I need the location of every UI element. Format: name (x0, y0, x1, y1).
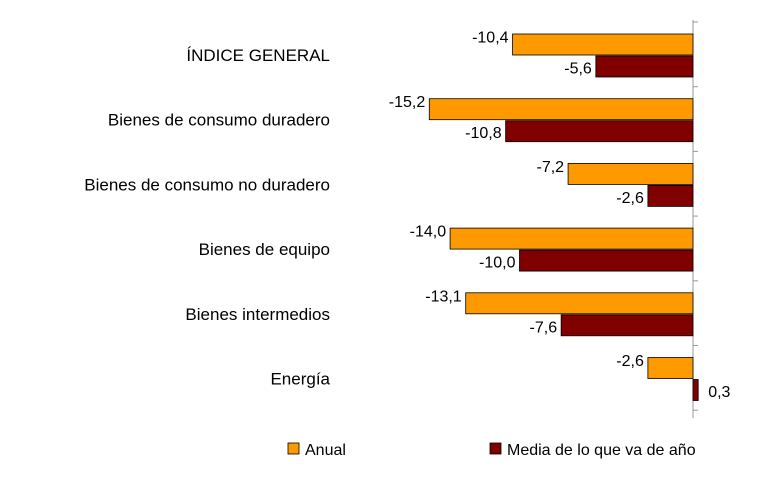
data-label: -13,1 (425, 288, 462, 305)
category-label: Energía (270, 370, 330, 389)
data-label: -2,6 (616, 353, 644, 370)
bar-media (560, 314, 694, 337)
bar-media (647, 184, 694, 207)
legend: Anual Media de lo que va de año (287, 442, 696, 459)
bars-layer (428, 33, 699, 401)
bar-media (519, 249, 694, 272)
data-label: -10,8 (465, 125, 502, 142)
bar-media (595, 55, 694, 78)
bar-anual (647, 357, 694, 379)
labels-layer: ÍNDICE GENERAL Bienes de consumo duradero… (84, 30, 730, 402)
data-label: -5,6 (564, 61, 592, 78)
data-label: 0,3 (708, 384, 730, 401)
bar-anual (428, 98, 694, 121)
bar-anual (512, 33, 694, 56)
category-label: Bienes de equipo (199, 240, 330, 259)
category-label: Bienes de consumo no duradero (84, 175, 330, 194)
bar-anual (449, 227, 694, 250)
bar-anual (465, 292, 694, 315)
bar-media (505, 120, 694, 143)
category-label: ÍNDICE GENERAL (186, 46, 330, 65)
data-label: -14,0 (410, 224, 447, 241)
data-label: -15,2 (389, 94, 426, 111)
legend-swatch-media (489, 442, 502, 455)
axis-layer (692, 20, 698, 419)
bar-anual (567, 162, 694, 185)
category-label: Bienes de consumo duradero (108, 111, 330, 130)
data-label: -2,6 (616, 190, 644, 207)
legend-swatch-anual (287, 442, 300, 455)
data-label: -10,0 (479, 255, 516, 272)
data-label: -7,6 (530, 319, 558, 336)
data-label: -7,2 (537, 159, 565, 176)
category-label: Bienes intermedios (185, 305, 330, 324)
legend-label-media: Media de lo que va de año (507, 442, 696, 459)
bar-media (692, 379, 699, 401)
data-label: -10,4 (472, 30, 509, 47)
legend-label-anual: Anual (305, 442, 346, 459)
